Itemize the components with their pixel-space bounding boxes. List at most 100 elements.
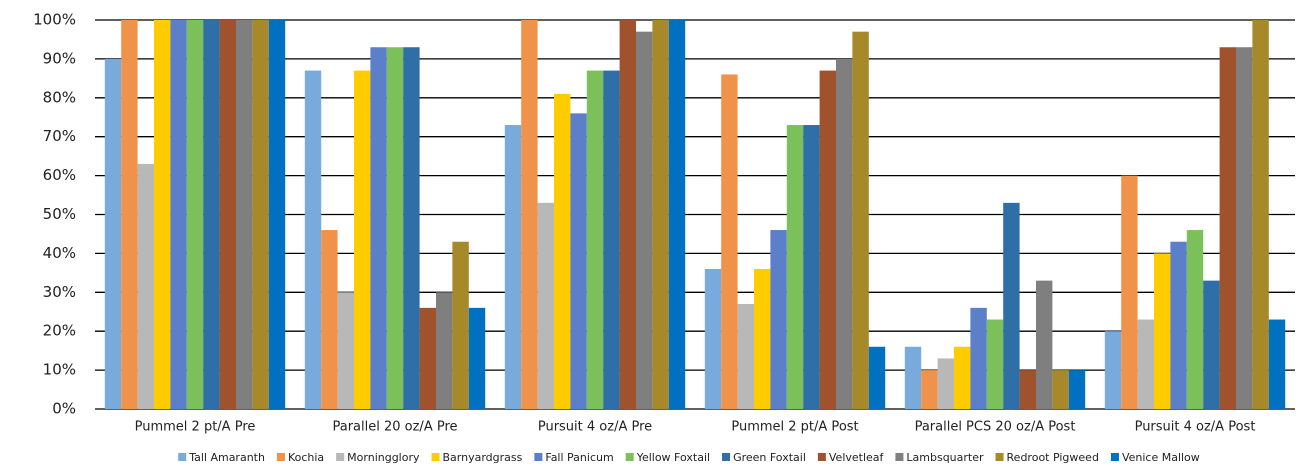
bar bbox=[304, 70, 322, 409]
legend-label: Barnyardgrass bbox=[443, 451, 523, 464]
bar bbox=[904, 346, 922, 409]
legend-swatch bbox=[995, 453, 1004, 461]
bar bbox=[1203, 280, 1220, 409]
legend-label: Morningglory bbox=[347, 451, 420, 464]
bar bbox=[1219, 47, 1236, 409]
bar bbox=[868, 346, 886, 409]
bar bbox=[954, 346, 971, 409]
bar bbox=[1019, 370, 1036, 409]
y-tick-label: 30% bbox=[43, 283, 76, 301]
y-tick-label: 20% bbox=[43, 322, 76, 340]
bar bbox=[321, 230, 338, 409]
legend-swatch bbox=[722, 453, 731, 461]
bar bbox=[386, 47, 404, 409]
bar bbox=[786, 125, 804, 409]
legend-label: Velvetleaf bbox=[829, 451, 885, 464]
y-tick-label: 80% bbox=[43, 88, 76, 106]
bar bbox=[803, 125, 820, 409]
bar bbox=[770, 230, 787, 409]
bar bbox=[1052, 370, 1069, 409]
bar bbox=[970, 307, 987, 409]
bar bbox=[852, 31, 869, 409]
bar bbox=[754, 268, 771, 409]
bar bbox=[337, 292, 354, 409]
bar bbox=[1252, 20, 1269, 409]
bar bbox=[554, 93, 571, 409]
bar bbox=[521, 20, 538, 409]
bar bbox=[819, 70, 836, 409]
bar bbox=[986, 319, 1004, 409]
bar bbox=[937, 358, 954, 409]
legend-label: Venice Mallow bbox=[1122, 451, 1200, 464]
bar bbox=[1104, 331, 1122, 409]
bar bbox=[186, 20, 204, 409]
legend-swatch bbox=[276, 453, 285, 461]
legend-label: Lambsquarter bbox=[906, 451, 984, 464]
legend-swatch bbox=[625, 453, 634, 461]
legend-label: Kochia bbox=[288, 451, 324, 464]
bar bbox=[1236, 47, 1253, 409]
bar bbox=[468, 307, 486, 409]
bar bbox=[452, 241, 469, 409]
bar bbox=[570, 113, 587, 410]
y-tick-label: 60% bbox=[43, 166, 76, 184]
bar bbox=[668, 20, 686, 409]
y-tick-label: 10% bbox=[43, 361, 76, 379]
y-tick-label: 40% bbox=[43, 244, 76, 262]
bar bbox=[737, 303, 754, 409]
bar bbox=[137, 163, 154, 409]
legend-swatch bbox=[178, 453, 187, 461]
bar bbox=[721, 74, 738, 410]
bar bbox=[268, 20, 286, 409]
bar bbox=[603, 70, 620, 409]
bar bbox=[1003, 202, 1020, 409]
bar bbox=[1137, 319, 1154, 409]
bar bbox=[1186, 230, 1204, 409]
bar bbox=[836, 58, 853, 410]
bar bbox=[170, 20, 187, 409]
legend-label: Fall Panicum bbox=[545, 451, 613, 464]
bar bbox=[154, 20, 171, 409]
bar bbox=[1036, 280, 1053, 409]
bar bbox=[504, 125, 522, 409]
bar bbox=[1068, 370, 1086, 409]
legend-swatch bbox=[1110, 453, 1119, 461]
bar bbox=[403, 47, 420, 409]
bar bbox=[370, 47, 387, 409]
legend-label: Green Foxtail bbox=[733, 451, 806, 464]
y-tick-label: 50% bbox=[43, 205, 76, 223]
bar bbox=[1121, 175, 1138, 409]
x-tick-label: Pursuit 4 oz/A Pre bbox=[538, 420, 652, 435]
bar bbox=[436, 292, 453, 409]
legend-swatch bbox=[336, 453, 345, 461]
x-tick-label: Parallel PCS 20 oz/A Post bbox=[915, 420, 1076, 435]
bar bbox=[636, 31, 653, 409]
legend-swatch bbox=[817, 453, 826, 461]
x-tick-label: Parallel 20 oz/A Pre bbox=[332, 420, 457, 435]
x-tick-label: Pummel 2 pt/A Pre bbox=[135, 420, 256, 435]
bar bbox=[1154, 253, 1171, 409]
y-tick-label: 100% bbox=[33, 11, 76, 29]
bar bbox=[121, 20, 138, 409]
bar bbox=[1268, 319, 1286, 409]
bar bbox=[921, 370, 938, 409]
bar bbox=[704, 268, 722, 409]
legend-swatch bbox=[895, 453, 904, 461]
legend-label: Yellow Foxtail bbox=[636, 451, 710, 464]
bar bbox=[586, 70, 604, 409]
y-tick-label: 70% bbox=[43, 127, 76, 145]
y-tick-label: 90% bbox=[43, 49, 76, 67]
legend-swatch bbox=[431, 453, 440, 461]
y-tick-label: 0% bbox=[52, 400, 76, 418]
bar bbox=[252, 20, 269, 409]
bar bbox=[354, 70, 371, 409]
x-tick-label: Pummel 2 pt/A Post bbox=[731, 420, 858, 435]
bar bbox=[1170, 241, 1187, 409]
bar bbox=[619, 20, 636, 409]
bar bbox=[419, 307, 436, 409]
legend-label: Redroot Pigweed bbox=[1007, 451, 1099, 464]
legend-swatch bbox=[534, 453, 543, 461]
bar bbox=[104, 58, 122, 410]
legend-label: Tall Amaranth bbox=[188, 451, 265, 464]
